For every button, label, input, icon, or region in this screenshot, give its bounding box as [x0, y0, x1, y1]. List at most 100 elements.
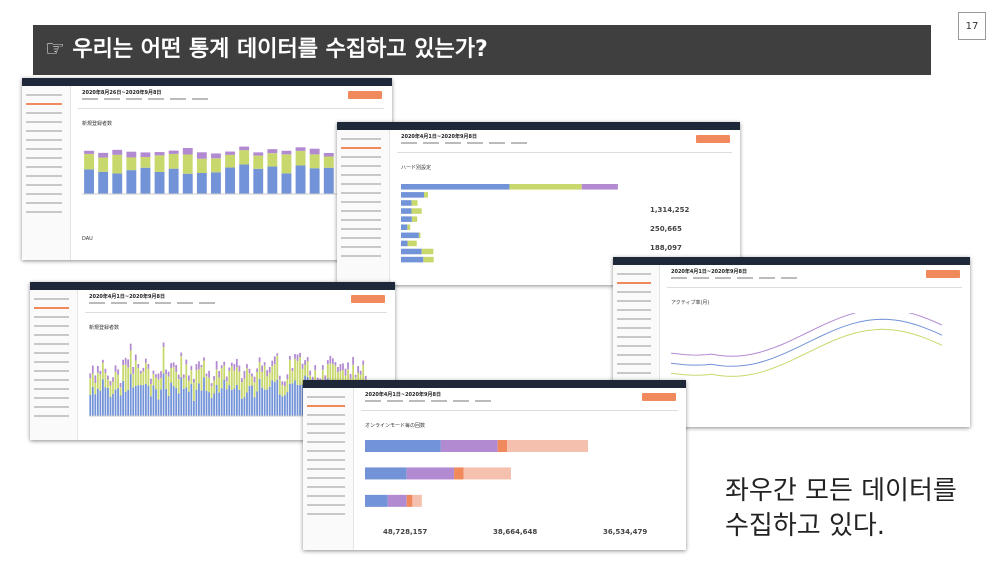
- menu-item: [34, 343, 69, 345]
- chart-bar: [454, 467, 464, 480]
- chart-bar: [104, 387, 107, 416]
- menu-item: [617, 300, 651, 302]
- menu-item: [617, 309, 651, 311]
- chart-bar: [301, 368, 304, 385]
- chart-bar: [211, 158, 221, 173]
- chart-bar: [215, 361, 218, 370]
- chart-bar: [261, 371, 264, 388]
- chart-bar: [155, 377, 157, 390]
- chart-bar: [142, 367, 145, 372]
- filter: [423, 142, 439, 144]
- screenshot: 2020年8月26日~2020年9月8日 新規登録者数 DAU: [22, 78, 392, 260]
- chart-bar: [142, 384, 145, 416]
- chart-bar: [411, 208, 422, 214]
- chart-bar: [267, 166, 278, 194]
- chart-bar: [239, 146, 250, 151]
- chart-bar: [119, 383, 122, 388]
- filter: [671, 277, 687, 279]
- chart-bar: [497, 440, 508, 452]
- menu-item: [34, 298, 69, 300]
- menu-item: [307, 486, 345, 488]
- chart-bar: [339, 364, 342, 371]
- chart-bar: [281, 173, 292, 194]
- menu-item: [34, 307, 69, 309]
- chart-bar: [84, 153, 94, 170]
- chart-bar: [162, 342, 165, 347]
- chart-bar: [124, 391, 127, 416]
- menu-item: [617, 327, 651, 329]
- chart-bar: [168, 150, 179, 154]
- chart-bar: [263, 362, 266, 366]
- chart-bar: [301, 384, 304, 416]
- filter-bar: [85, 312, 387, 313]
- chart-bar: [140, 152, 151, 158]
- chart-bar: [411, 200, 418, 206]
- chart-bar: [248, 385, 251, 416]
- chart-bar: [170, 363, 173, 368]
- chart-bar: [251, 385, 253, 416]
- chart-bar: [190, 370, 193, 384]
- chart-bar: [187, 391, 190, 416]
- chart-heading: オンラインモード毎の回数: [365, 423, 426, 429]
- chart-bar: [276, 353, 279, 356]
- chart-bar: [309, 148, 320, 155]
- chart-bar: [137, 385, 140, 416]
- filter: [111, 302, 127, 304]
- chart-bar: [246, 392, 248, 416]
- chart-bar: [357, 366, 360, 373]
- chart-bar: [421, 248, 434, 255]
- chart-bar: [192, 378, 195, 383]
- chart-bar: [223, 365, 226, 380]
- chart-bar: [185, 364, 188, 388]
- chart-bar: [324, 375, 327, 381]
- chart-bar: [401, 240, 408, 247]
- chart-bar: [239, 150, 250, 165]
- chart-bar: [246, 364, 248, 369]
- filter: [82, 98, 98, 100]
- chart-bar: [112, 377, 114, 382]
- menu-item: [617, 363, 651, 365]
- filter: [155, 302, 171, 304]
- menu-item: [26, 175, 62, 177]
- chart-bar: [407, 224, 411, 231]
- chart-bar: [440, 440, 498, 452]
- stat-value: 250,665: [650, 225, 682, 233]
- chart-bar: [243, 370, 246, 379]
- chart-bar: [289, 359, 291, 384]
- chart-bar: [94, 394, 97, 416]
- chart-bar: [147, 364, 150, 369]
- chart-bar: [114, 389, 117, 416]
- chart-bar: [286, 379, 289, 393]
- chart-bar: [89, 394, 92, 416]
- filter: [126, 98, 142, 100]
- chart-line: [671, 313, 942, 357]
- chart-bar: [155, 389, 157, 416]
- chart-bar: [258, 362, 261, 379]
- filter: [693, 277, 709, 279]
- menu-item: [26, 139, 62, 141]
- chart-bar: [182, 388, 185, 416]
- filter: [199, 302, 215, 304]
- chart-bar: [203, 377, 205, 416]
- chart-bar: [268, 372, 271, 387]
- chart-bar: [185, 387, 188, 416]
- chart-bar: [144, 383, 147, 416]
- filter-bar: [78, 108, 384, 109]
- chart-bar: [253, 397, 256, 416]
- chart-bar: [104, 368, 107, 373]
- chart-bar: [210, 386, 213, 398]
- menu-item: [34, 415, 69, 417]
- chart-bar: [99, 370, 102, 375]
- chart-bar: [278, 375, 281, 380]
- chart-bar: [364, 375, 367, 380]
- chart-bar: [263, 389, 266, 416]
- chart-bar: [150, 396, 152, 416]
- chart-bar: [253, 376, 256, 383]
- screenshot: 2020年4月1日~2020年9月8日 アクティブ率(月): [613, 257, 970, 427]
- chart-bar: [154, 171, 165, 194]
- caption-line: 좌우간 모든 데이터를: [725, 476, 957, 506]
- chart-bar: [139, 373, 142, 386]
- menu-item: [341, 255, 381, 257]
- chart-bar: [160, 389, 162, 416]
- menu-item: [617, 372, 651, 374]
